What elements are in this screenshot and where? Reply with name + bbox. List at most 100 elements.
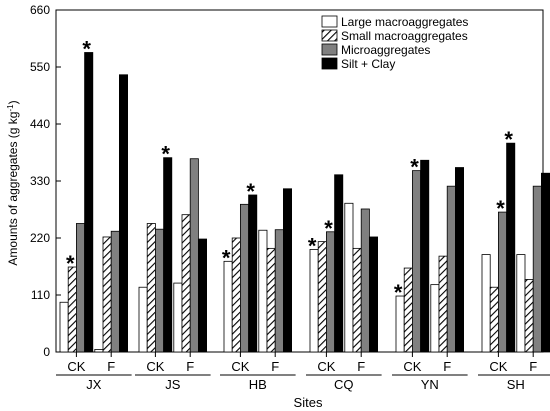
y-axis-title-tail: ) — [6, 100, 20, 104]
bar-js-ck-3 — [154, 228, 164, 353]
bar-js-ck-4 — [163, 157, 173, 353]
significance-star: * — [504, 127, 513, 152]
bar-cq-ck-1 — [309, 248, 319, 353]
treatment-label: CK — [489, 359, 507, 374]
treatment-label: CK — [146, 359, 164, 374]
bar-sh-ck-3 — [497, 211, 507, 353]
bar-hb-ck-4 — [248, 194, 258, 353]
bar-sh-ck-1 — [481, 254, 491, 353]
treatment-label: F — [107, 359, 115, 374]
legend-label: Large macroaggregates — [341, 15, 468, 29]
significance-star: * — [324, 216, 333, 241]
significance-star: * — [66, 251, 75, 276]
plot-frame — [55, 9, 544, 353]
y-tick-label: 440 — [30, 117, 50, 131]
treatment-label: CK — [231, 359, 249, 374]
significance-stars-layer: * * * * * * * * * * * — [66, 36, 513, 305]
y-tick-label: 110 — [31, 288, 50, 302]
bar-jx-f-1 — [94, 349, 104, 353]
bar-hb-f-4 — [282, 188, 292, 353]
bar-hb-f-3 — [274, 229, 284, 353]
legend-label: Microaggregates — [341, 43, 430, 57]
bar-jx-ck-3 — [76, 223, 86, 353]
bar-js-f-2 — [181, 214, 191, 353]
treatment-label: F — [529, 359, 537, 374]
legend-swatch — [321, 57, 338, 70]
site-label-jx: JX — [86, 377, 102, 392]
bar-cq-f-3 — [360, 208, 370, 353]
bar-jx-f-4 — [119, 74, 129, 353]
bar-jx-f-3 — [110, 230, 120, 353]
bar-jx-ck-4 — [84, 52, 94, 353]
significance-star: * — [82, 36, 91, 61]
bar-jx-ck-2 — [67, 266, 77, 353]
bar-sh-f-2 — [524, 279, 534, 353]
bar-sh-ck-4 — [506, 142, 516, 353]
bar-hb-ck-1 — [223, 260, 233, 353]
bar-hb-f-2 — [266, 247, 276, 353]
bar-js-f-3 — [189, 158, 199, 353]
bar-sh-f-3 — [532, 185, 542, 353]
bar-cq-ck-2 — [317, 241, 327, 353]
bar-cq-ck-3 — [325, 231, 335, 353]
bar-cq-ck-4 — [334, 174, 344, 353]
bar-jx-f-2 — [102, 236, 112, 353]
y-axis-title: Amounts of aggregates (g kg-1) — [6, 100, 21, 265]
site-label-cq: CQ — [334, 377, 354, 392]
legend-label: Silt + Clay — [341, 57, 395, 71]
y-tick-label: 0 — [43, 345, 50, 359]
bar-cq-f-1 — [344, 202, 354, 353]
bar-yn-ck-2 — [403, 267, 413, 353]
bar-yn-f-1 — [430, 284, 440, 353]
bar-yn-ck-4 — [420, 159, 430, 353]
plot-area — [55, 9, 544, 353]
bar-js-f-1 — [173, 282, 183, 353]
bar-sh-f-4 — [541, 172, 550, 353]
site-label-js: JS — [165, 377, 181, 392]
legend-label: Small macroaggregates — [341, 29, 468, 43]
bar-js-f-4 — [197, 238, 207, 353]
x-axis-title: Sites — [294, 395, 323, 410]
y-tick-label: 660 — [30, 3, 50, 17]
bar-jx-ck-1 — [59, 301, 69, 353]
y-tick-label: 550 — [30, 60, 50, 74]
y-axis-title-main: Amounts of aggregates (g kg — [6, 112, 20, 266]
bar-yn-f-3 — [446, 185, 456, 353]
significance-star: * — [246, 179, 255, 204]
significance-star: * — [308, 233, 317, 258]
treatment-label: CK — [403, 359, 421, 374]
bar-cq-f-2 — [352, 247, 362, 353]
site-label-sh: SH — [507, 377, 525, 392]
legend-swatch — [321, 15, 338, 28]
treatment-label: F — [271, 359, 279, 374]
y-tick-label: 330 — [30, 174, 50, 188]
bar-sh-ck-2 — [489, 286, 499, 353]
treatment-label: F — [357, 359, 365, 374]
site-label-hb: HB — [249, 377, 267, 392]
significance-star: * — [410, 155, 419, 180]
significance-star: * — [161, 142, 170, 167]
bar-hb-ck-2 — [231, 237, 241, 353]
bar-yn-ck-3 — [411, 170, 421, 353]
bar-hb-f-1 — [258, 229, 268, 353]
bars-layer — [59, 52, 550, 353]
bar-cq-f-4 — [368, 236, 378, 353]
significance-star: * — [496, 196, 505, 221]
treatment-label: F — [443, 359, 451, 374]
bar-js-ck-1 — [138, 286, 148, 353]
site-label-yn: YN — [421, 377, 439, 392]
bar-hb-ck-3 — [239, 203, 249, 353]
bar-yn-f-4 — [454, 167, 464, 353]
bar-yn-f-2 — [438, 255, 448, 353]
y-axis-title-sup: -1 — [6, 104, 15, 112]
bar-sh-f-1 — [516, 254, 526, 353]
treatment-label: CK — [317, 359, 335, 374]
treatment-label: F — [186, 359, 194, 374]
legend-swatch — [321, 43, 338, 56]
treatment-label: CK — [67, 359, 85, 374]
bar-js-ck-2 — [146, 223, 156, 353]
significance-star: * — [394, 280, 403, 305]
